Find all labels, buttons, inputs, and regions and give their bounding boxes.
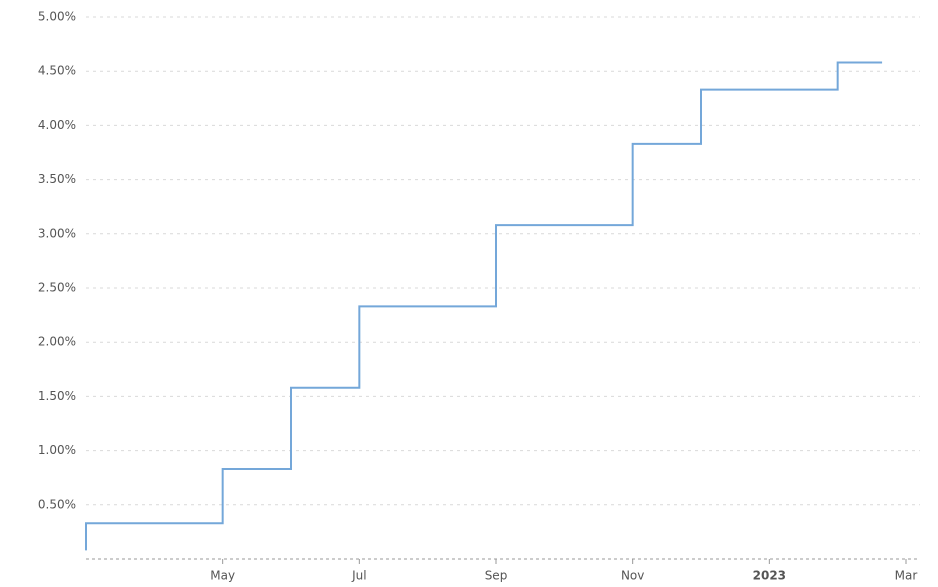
y-tick-label: 4.50% bbox=[38, 64, 76, 78]
x-tick-label: Sep bbox=[485, 569, 508, 583]
y-tick-label: 0.50% bbox=[38, 497, 76, 511]
x-tick-label: Nov bbox=[621, 569, 644, 583]
y-tick-label: 5.00% bbox=[38, 10, 76, 24]
x-tick-label: 2023 bbox=[753, 569, 786, 583]
x-tick-label: Mar bbox=[895, 569, 918, 583]
x-tick-label: May bbox=[210, 569, 235, 583]
y-tick-label: 3.00% bbox=[38, 226, 76, 240]
x-tick-label: Jul bbox=[351, 569, 366, 583]
data-line bbox=[85, 61, 883, 551]
y-tick-label: 4.00% bbox=[38, 118, 76, 132]
y-tick-label: 1.00% bbox=[38, 443, 76, 457]
y-tick-label: 2.00% bbox=[38, 335, 76, 349]
y-tick-label: 2.50% bbox=[38, 281, 76, 295]
y-tick-label: 1.50% bbox=[38, 389, 76, 403]
y-tick-label: 3.50% bbox=[38, 172, 76, 186]
